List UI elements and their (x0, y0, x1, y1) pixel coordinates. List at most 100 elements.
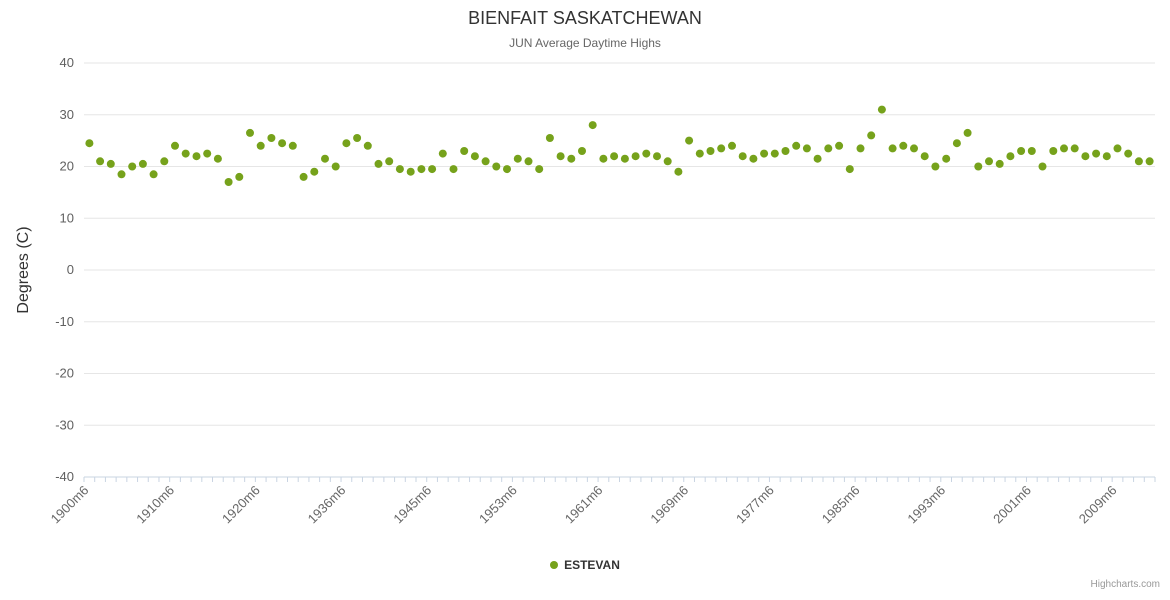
data-point[interactable] (96, 157, 105, 166)
data-point[interactable] (760, 149, 769, 158)
data-point[interactable] (117, 170, 126, 179)
data-point[interactable] (438, 149, 447, 158)
data-point[interactable] (610, 152, 619, 161)
data-point[interactable] (503, 165, 511, 174)
data-point[interactable] (481, 157, 490, 166)
data-point[interactable] (728, 141, 736, 150)
data-point[interactable] (642, 149, 651, 158)
data-point[interactable] (331, 162, 340, 171)
data-point[interactable] (631, 152, 640, 161)
data-point[interactable] (835, 141, 844, 150)
data-point[interactable] (813, 154, 822, 163)
data-point[interactable] (1081, 152, 1090, 161)
data-point[interactable] (374, 159, 383, 168)
data-point[interactable] (470, 152, 479, 161)
data-point[interactable] (321, 154, 329, 163)
data-point[interactable] (492, 162, 501, 171)
data-point[interactable] (856, 144, 865, 153)
data-point[interactable] (267, 134, 276, 142)
data-point[interactable] (203, 149, 212, 158)
data-point[interactable] (85, 139, 94, 148)
data-point[interactable] (449, 165, 458, 174)
data-point[interactable] (1027, 147, 1036, 155)
data-point[interactable] (256, 141, 265, 150)
data-point[interactable] (738, 152, 747, 161)
data-point[interactable] (706, 147, 715, 155)
data-point[interactable] (1145, 157, 1154, 166)
data-point[interactable] (395, 165, 404, 174)
data-point[interactable] (1102, 152, 1111, 161)
data-point[interactable] (524, 157, 533, 166)
data-point[interactable] (910, 144, 918, 153)
data-point[interactable] (353, 134, 362, 142)
data-point[interactable] (513, 154, 522, 163)
data-point[interactable] (770, 149, 779, 158)
data-point[interactable] (246, 128, 254, 137)
data-point[interactable] (299, 172, 308, 181)
data-point[interactable] (224, 178, 233, 186)
data-point[interactable] (545, 134, 554, 142)
data-point[interactable] (867, 131, 876, 140)
data-point[interactable] (417, 165, 426, 174)
data-point[interactable] (963, 128, 972, 137)
data-point[interactable] (192, 152, 201, 161)
data-point[interactable] (535, 165, 544, 174)
data-point[interactable] (149, 170, 158, 179)
data-point[interactable] (1134, 157, 1143, 166)
data-point[interactable] (428, 165, 437, 174)
data-point[interactable] (717, 144, 726, 153)
data-point[interactable] (385, 157, 394, 166)
data-point[interactable] (663, 157, 672, 166)
data-point[interactable] (460, 147, 469, 155)
data-point[interactable] (1113, 144, 1122, 153)
data-point[interactable] (363, 141, 372, 150)
data-point[interactable] (685, 136, 694, 145)
data-point[interactable] (824, 144, 833, 153)
data-point[interactable] (974, 162, 983, 171)
data-point[interactable] (888, 144, 897, 153)
data-point[interactable] (877, 105, 886, 114)
data-point[interactable] (567, 154, 576, 163)
data-point[interactable] (845, 165, 854, 174)
data-point[interactable] (278, 139, 287, 148)
data-point[interactable] (1038, 162, 1047, 171)
credits-link[interactable]: Highcharts.com (1090, 579, 1160, 590)
data-point[interactable] (653, 152, 661, 161)
data-point[interactable] (1070, 144, 1079, 153)
data-point[interactable] (792, 141, 801, 150)
data-point[interactable] (406, 167, 415, 176)
data-point[interactable] (556, 152, 565, 161)
data-point[interactable] (1006, 152, 1015, 161)
data-point[interactable] (781, 147, 790, 155)
data-point[interactable] (1017, 147, 1026, 155)
data-point[interactable] (599, 154, 608, 163)
data-point[interactable] (588, 121, 597, 130)
data-point[interactable] (235, 172, 244, 181)
data-point[interactable] (181, 149, 190, 158)
data-point[interactable] (620, 154, 629, 163)
data-point[interactable] (674, 167, 683, 176)
data-point[interactable] (749, 154, 758, 163)
data-point[interactable] (920, 152, 929, 161)
data-point[interactable] (1092, 149, 1101, 158)
data-point[interactable] (931, 162, 940, 171)
data-point[interactable] (942, 154, 951, 163)
data-point[interactable] (695, 149, 704, 158)
data-point[interactable] (310, 167, 319, 176)
data-point[interactable] (578, 147, 586, 155)
data-point[interactable] (1124, 149, 1133, 158)
data-point[interactable] (899, 141, 908, 150)
data-point[interactable] (213, 154, 222, 163)
data-point[interactable] (171, 141, 179, 150)
data-point[interactable] (288, 141, 297, 150)
data-point[interactable] (1060, 144, 1068, 153)
data-point[interactable] (342, 139, 351, 148)
data-point[interactable] (128, 162, 137, 171)
data-point[interactable] (1049, 147, 1058, 155)
data-point[interactable] (995, 159, 1004, 168)
data-point[interactable] (802, 144, 811, 153)
legend-item[interactable]: ESTEVAN (0, 558, 1170, 572)
data-point[interactable] (106, 159, 115, 168)
data-point[interactable] (138, 159, 147, 168)
data-point[interactable] (160, 157, 169, 166)
